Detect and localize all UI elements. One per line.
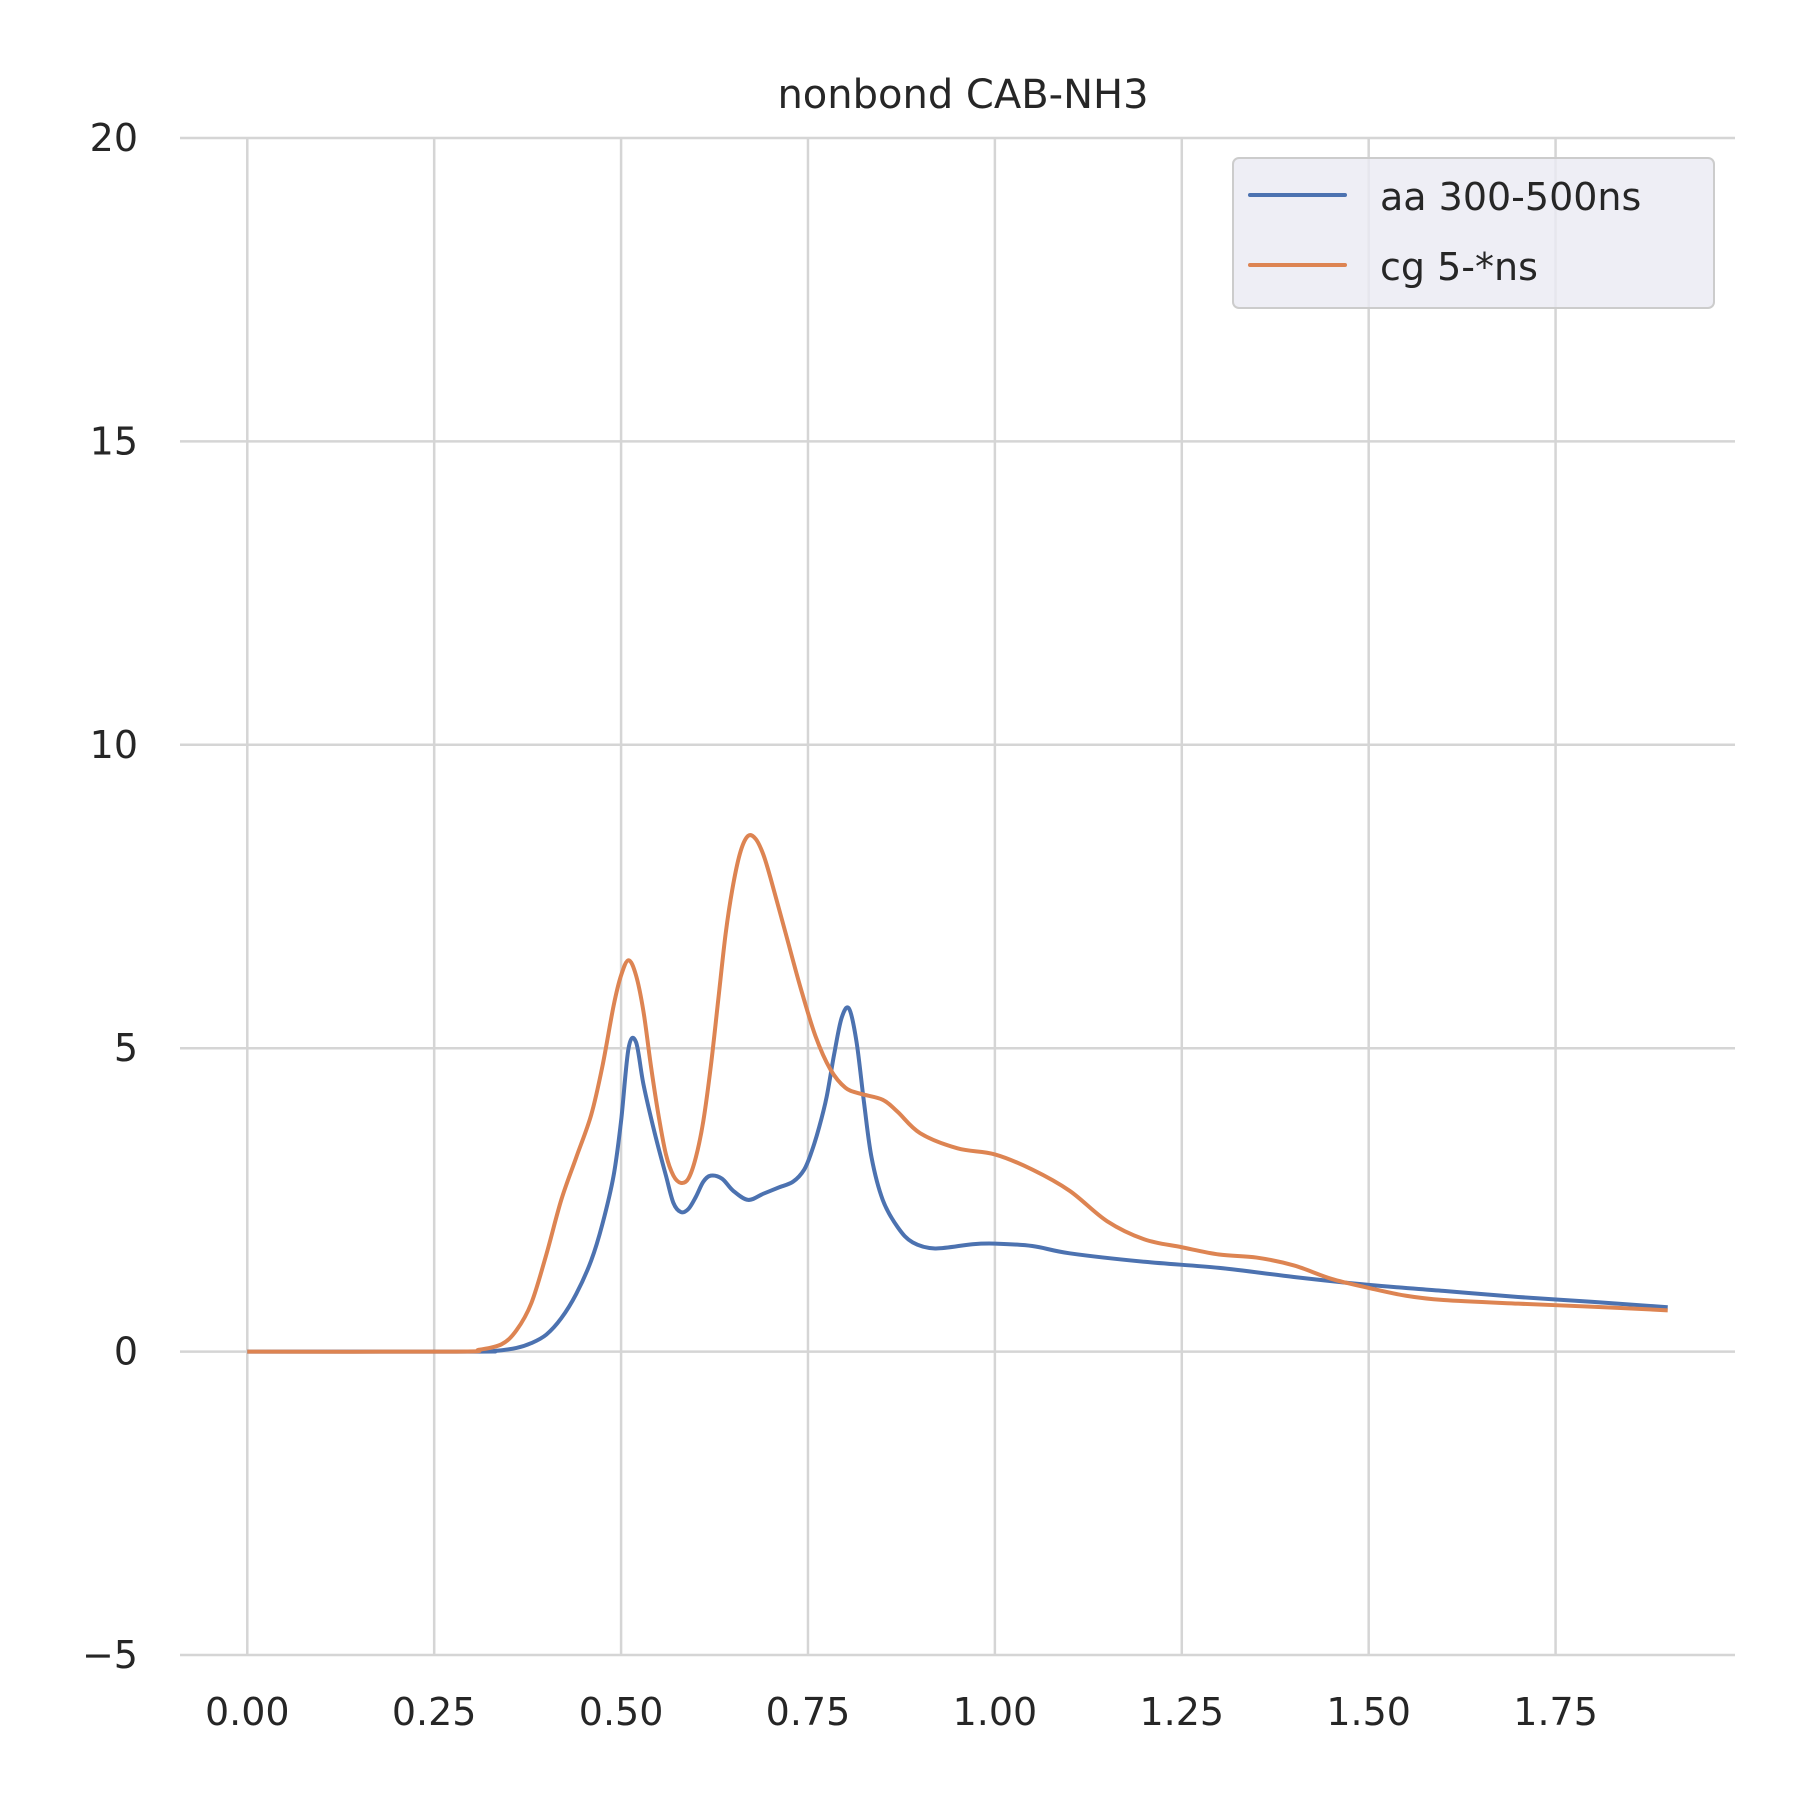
y-tick-label: 15 xyxy=(90,419,138,463)
y-tick-label: −5 xyxy=(82,1633,138,1677)
x-tick-label: 1.00 xyxy=(953,1690,1038,1734)
series-line-cg xyxy=(247,833,1668,1354)
x-tick-label: 0.00 xyxy=(205,1690,290,1734)
y-tick-label: 5 xyxy=(114,1026,138,1070)
grid xyxy=(180,136,1735,1657)
x-tick-label: 0.50 xyxy=(579,1690,664,1734)
legend-label-aa: aa 300-500ns xyxy=(1380,175,1641,219)
y-tick-label: 20 xyxy=(90,116,138,160)
series-line-aa xyxy=(247,1005,1668,1354)
x-tick-label: 0.25 xyxy=(392,1690,477,1734)
x-tick-label: 1.75 xyxy=(1513,1690,1598,1734)
legend-box xyxy=(1232,157,1715,309)
legend-label-cg: cg 5-*ns xyxy=(1380,245,1538,289)
series-lines xyxy=(247,833,1668,1354)
x-axis: 0.00 0.25 0.50 0.75 1.00 1.25 1.50 1.75 xyxy=(205,1690,1598,1734)
chart-title: nonbond CAB-NH3 xyxy=(777,72,1148,118)
y-axis: −5 0 5 10 15 20 xyxy=(82,116,138,1677)
x-tick-label: 1.25 xyxy=(1139,1690,1224,1734)
x-tick-label: 1.50 xyxy=(1326,1690,1411,1734)
y-tick-label: 0 xyxy=(114,1330,138,1374)
y-tick-label: 10 xyxy=(90,723,138,767)
legend: aa 300-500ns cg 5-*ns xyxy=(1232,157,1715,309)
x-tick-label: 0.75 xyxy=(766,1690,851,1734)
